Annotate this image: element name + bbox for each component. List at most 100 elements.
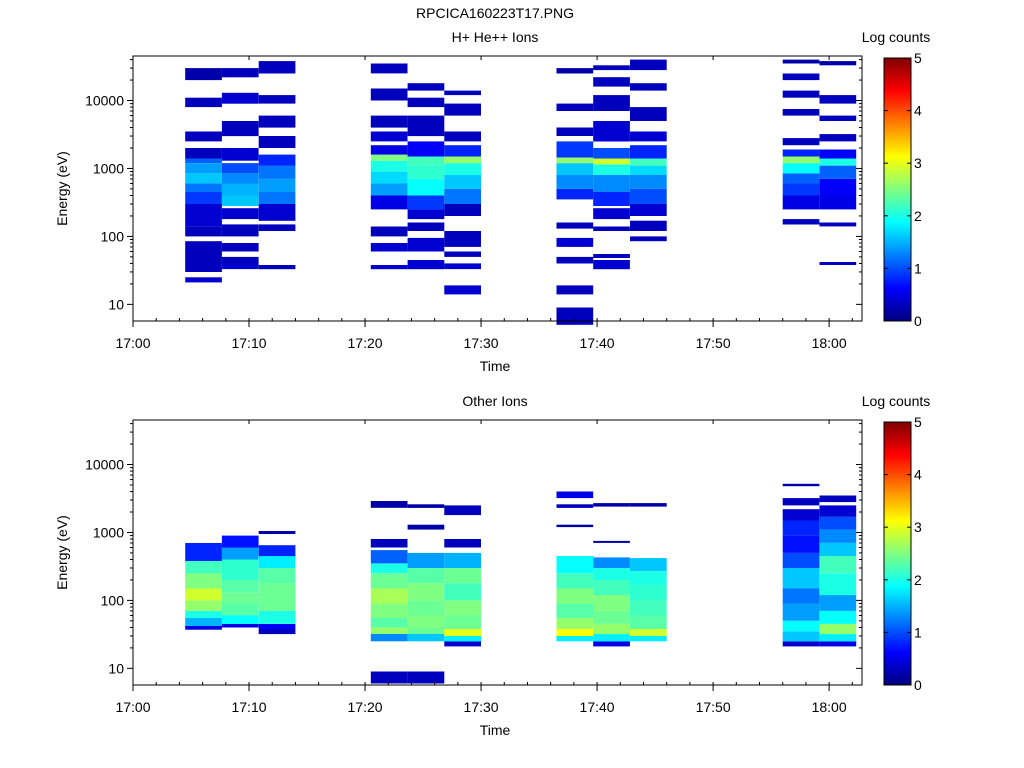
heatmap-cell [819, 573, 857, 596]
heatmap-cell [782, 498, 820, 506]
heatmap-cell [444, 263, 481, 270]
heatmap-cell [221, 624, 259, 628]
heatmap-cell [630, 107, 667, 121]
heatmap-cell [782, 183, 820, 196]
x-tick-label: 18:00 [812, 335, 847, 351]
heatmap-cell [221, 148, 259, 161]
x-axis-label: Time [480, 722, 511, 738]
heatmap-cell [185, 183, 222, 192]
heatmap-cell [556, 504, 594, 508]
heatmap-cell [782, 219, 820, 225]
heatmap-cell [185, 251, 222, 272]
heatmap-cell [370, 195, 408, 210]
heatmap-cell [370, 265, 408, 270]
heatmap-cell [819, 195, 857, 210]
y-tick-label: 1000 [93, 524, 124, 540]
x-tick-label: 17:20 [348, 699, 383, 715]
y-tick-label: 10000 [85, 457, 124, 473]
heatmap-cell [556, 157, 594, 164]
heatmap-cell [556, 491, 594, 499]
heatmap-cell [593, 121, 630, 142]
x-tick-label: 17:40 [580, 335, 615, 351]
heatmap-cell [593, 579, 630, 595]
heatmap-cell [258, 610, 296, 624]
heatmap-cell [444, 145, 481, 157]
colorbar-frame [883, 57, 912, 322]
heatmap-cell [407, 615, 445, 628]
heatmap-cell [221, 579, 259, 593]
heatmap-cell [556, 103, 594, 111]
heatmap-cell [444, 539, 481, 548]
heatmap-cell [444, 600, 481, 616]
colorbar-tick-label: 3 [914, 519, 922, 535]
heatmap-cell [630, 584, 667, 601]
heatmap-cell [185, 204, 222, 216]
heatmap-cell [819, 634, 857, 642]
heatmap-cell [185, 241, 222, 252]
heatmap-cell [258, 136, 296, 148]
heatmap-cell [444, 641, 481, 647]
heatmap-cell [221, 559, 259, 580]
heatmap-cell [556, 635, 594, 642]
heatmap-cell [444, 568, 481, 584]
heatmap-cell [258, 224, 296, 231]
x-tick-label: 17:10 [231, 335, 266, 351]
heatmap-cell [444, 635, 481, 642]
heatmap-cell [221, 224, 259, 237]
heatmap-cell [370, 226, 408, 237]
heatmap-cell [407, 209, 445, 220]
heatmap-cell [407, 83, 445, 91]
x-tick-label: 18:00 [812, 699, 847, 715]
colorbar-label: Log counts [862, 29, 931, 45]
heatmap-cell [593, 260, 630, 270]
heatmap-cell [556, 237, 594, 247]
heatmap-cells [185, 59, 857, 325]
heatmap-cell [819, 595, 857, 611]
heatmap-cell [593, 557, 630, 568]
heatmap-cell [407, 156, 445, 166]
heatmap-cell [782, 195, 820, 210]
heatmap-cell [185, 626, 222, 630]
heatmap-cell [258, 192, 296, 204]
heatmap-cell [407, 627, 445, 634]
heatmap-cell [593, 158, 630, 165]
heatmap-cell [593, 148, 630, 159]
heatmap-cell [370, 573, 408, 589]
heatmap-cell [819, 95, 857, 104]
heatmap-cell [407, 237, 445, 252]
heatmap-cell [407, 179, 445, 196]
x-tick-label: 17:50 [696, 335, 731, 351]
heatmap-cell [221, 592, 259, 604]
heatmap-cell [258, 179, 296, 192]
heatmap-cell [370, 63, 408, 74]
heatmap-cell [221, 163, 259, 174]
heatmap-cell [221, 256, 259, 264]
heatmap-cell [444, 285, 481, 295]
y-tick-label: 1000 [93, 160, 124, 176]
heatmap-cell [444, 552, 481, 568]
heatmap-cell [556, 603, 594, 618]
panel-h-he-ions: H+ He++ Ions 17:00 17:10 17:20 17:30 17:40 17:… [54, 29, 930, 374]
heatmap-cell [221, 183, 259, 196]
heatmap-cell [185, 158, 222, 163]
heatmap-cell [258, 165, 296, 179]
heatmap-cell [444, 204, 481, 216]
heatmap-cell [407, 600, 445, 616]
colorbar-tick-label: 2 [914, 572, 922, 588]
heatmap-cell [556, 256, 594, 264]
heatmap-cell [407, 195, 445, 210]
heatmap-cell [258, 61, 296, 74]
heatmap-cell [819, 641, 857, 647]
heatmap-cell [370, 183, 408, 196]
heatmap-cell [407, 141, 445, 157]
heatmap-cell [221, 603, 259, 616]
heatmap-cell [258, 556, 296, 568]
heatmap-cell [593, 610, 630, 624]
heatmap-cell [782, 603, 820, 621]
heatmap-cell [593, 95, 630, 111]
heatmap-cell [258, 583, 296, 598]
heatmap-cell [444, 251, 481, 257]
heatmap-cell [407, 671, 445, 684]
heatmap-cell [185, 573, 222, 589]
heatmap-cell [407, 260, 445, 270]
